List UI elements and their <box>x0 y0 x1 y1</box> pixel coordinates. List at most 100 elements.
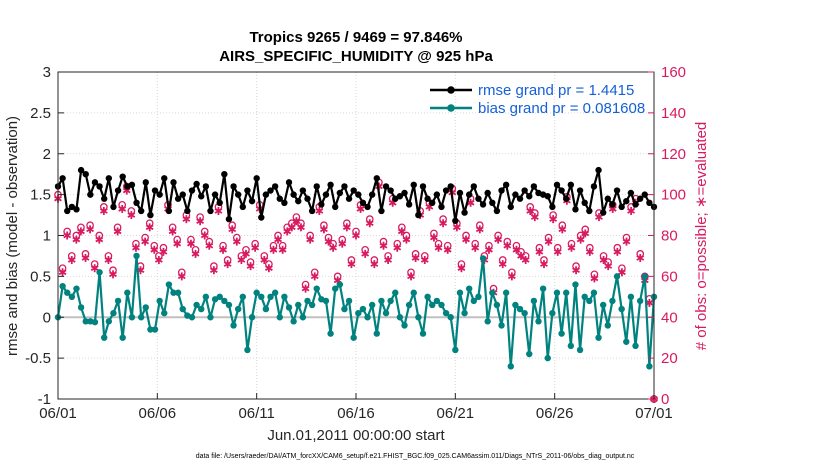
bias-point <box>563 289 570 296</box>
obs-evaluated-marker <box>576 235 585 244</box>
rmse-point <box>239 203 247 211</box>
y-tick-label: 3 <box>43 64 51 81</box>
rmse-point <box>96 183 103 190</box>
rmse-point <box>156 191 163 198</box>
y-right-tick-label: 80 <box>661 228 678 245</box>
obs-evaluated-marker <box>67 256 76 265</box>
obs-evaluated-marker <box>402 235 411 244</box>
obs-evaluated-marker <box>141 237 150 246</box>
obs-evaluated-marker <box>132 243 140 252</box>
bias-point <box>73 285 80 292</box>
bias-point <box>609 297 616 305</box>
obs-evaluated-marker <box>494 235 503 244</box>
bias-point <box>627 293 635 301</box>
rmse-point <box>313 183 320 190</box>
obs-evaluated-marker <box>81 253 90 262</box>
x-tick-label: 06/21 <box>437 405 475 422</box>
bias-point <box>442 309 450 317</box>
bias-point <box>193 301 200 309</box>
bias-point <box>419 330 427 337</box>
obs-evaluated-marker <box>58 268 67 277</box>
rmse-point <box>244 187 251 194</box>
rmse-point <box>544 193 551 200</box>
rmse-point <box>128 181 136 189</box>
obs-evaluated-marker <box>104 256 113 265</box>
obs-evaluated-marker <box>338 239 347 248</box>
bias-point <box>544 354 551 362</box>
rmse-point <box>452 217 459 224</box>
obs-evaluated-marker <box>530 213 539 222</box>
rmse-point <box>405 201 413 208</box>
obs-evaluated-marker <box>118 204 127 213</box>
rmse-point <box>188 187 196 194</box>
rmse-point <box>447 183 454 190</box>
obs-evaluated-marker <box>526 206 535 215</box>
bias-point <box>424 293 431 301</box>
bias-point <box>234 305 242 313</box>
bias-point <box>304 297 311 305</box>
obs-evaluated-marker <box>462 235 470 244</box>
bias-point <box>341 305 348 313</box>
rmse-point <box>396 193 404 200</box>
x-tick-label: 06/06 <box>139 405 177 422</box>
y-axis-label: rmse and bias (model - observation) <box>4 116 21 356</box>
bias-point <box>221 297 228 305</box>
obs-evaluated-marker <box>503 241 512 250</box>
obs-evaluated-marker <box>77 227 85 236</box>
bias-point <box>646 363 653 370</box>
bias-point <box>174 289 182 296</box>
x-tick-label: 06/16 <box>337 405 375 422</box>
bias-point <box>530 297 538 305</box>
obs-evaluated-marker <box>274 235 282 244</box>
obs-evaluated-marker <box>379 241 388 250</box>
obs-evaluated-marker <box>572 266 580 275</box>
rmse-point <box>101 195 108 202</box>
rmse-point <box>336 189 344 197</box>
bias-point <box>151 326 159 333</box>
rmse-point <box>364 203 371 211</box>
rmse-point <box>387 187 394 194</box>
obs-evaluated-marker <box>86 225 95 234</box>
obs-evaluated-marker <box>205 241 214 250</box>
obs-evaluated-marker <box>90 264 99 273</box>
obs-evaluated-marker <box>457 264 466 273</box>
bias-point <box>641 273 648 280</box>
rmse-point <box>373 175 380 182</box>
obs-evaluated-marker <box>297 223 305 232</box>
bias-point <box>350 334 357 341</box>
y-right-tick-label: 40 <box>661 309 678 326</box>
rmse-point <box>581 199 588 206</box>
obs-evaluated-marker <box>232 237 241 246</box>
bias-point <box>327 330 334 337</box>
bias-point <box>549 309 556 317</box>
obs-evaluated-marker <box>535 247 544 256</box>
bias-point <box>128 314 136 321</box>
bias-point <box>271 289 279 296</box>
rmse-point <box>636 195 644 202</box>
rmse-point <box>165 207 173 215</box>
bias-point <box>553 289 561 296</box>
obs-evaluated-marker <box>246 262 255 271</box>
bias-point <box>405 301 413 309</box>
rmse-point <box>465 191 473 198</box>
obs-evaluated-marker <box>507 272 516 281</box>
obs-evaluated-marker <box>278 245 287 254</box>
obs-evaluated-marker <box>324 237 333 246</box>
bias-point <box>410 289 417 296</box>
bias-point <box>636 297 644 305</box>
bias-point <box>438 301 445 309</box>
rmse-point <box>230 183 237 190</box>
obs-evaluated-marker <box>264 264 273 273</box>
y-right-tick-label: 0 <box>661 391 669 408</box>
obs-evaluated-marker <box>109 270 117 279</box>
obs-evaluated-marker <box>636 253 645 262</box>
obs-evaluated-marker <box>430 233 438 242</box>
bias-point <box>68 293 76 301</box>
bias-point <box>124 289 131 296</box>
bias-point <box>572 281 579 288</box>
bias-point <box>290 318 297 325</box>
rmse-point <box>211 191 219 198</box>
bias-point <box>258 293 265 301</box>
bias-point <box>142 304 149 311</box>
bias-point <box>618 305 625 313</box>
